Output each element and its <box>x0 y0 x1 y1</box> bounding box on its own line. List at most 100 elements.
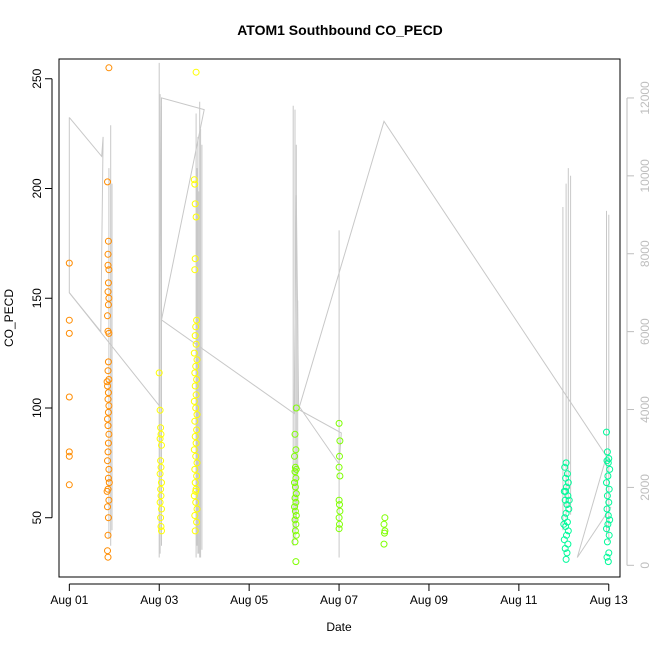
data-point <box>104 553 112 561</box>
data-point <box>193 316 201 324</box>
data-point <box>190 176 198 184</box>
data-point <box>336 520 343 528</box>
data-point <box>157 457 165 465</box>
data-point <box>291 516 299 524</box>
data-point <box>105 64 113 72</box>
data-point <box>292 498 300 506</box>
data-point <box>104 358 112 366</box>
data-point <box>603 553 611 561</box>
data-point <box>564 527 572 535</box>
data-point <box>606 465 614 473</box>
data-point <box>65 259 73 267</box>
data-point <box>191 369 199 377</box>
data-point <box>562 487 570 495</box>
data-point <box>560 536 568 544</box>
data-point <box>292 446 300 454</box>
y-tick-label: 100 <box>30 398 44 418</box>
data-point <box>192 340 200 348</box>
data-point <box>561 545 569 552</box>
y-axis-label: CO_PECD <box>2 289 16 347</box>
data-point <box>104 312 111 320</box>
data-point <box>105 465 113 473</box>
series-2 <box>291 404 389 566</box>
data-point <box>292 490 300 498</box>
data-point <box>193 356 201 364</box>
secondary-tick-label: 6000 <box>638 318 650 345</box>
data-point <box>605 498 613 506</box>
data-point <box>291 494 299 502</box>
data-point <box>191 465 199 473</box>
x-tick-label: Aug 05 <box>230 593 268 607</box>
data-point <box>104 448 112 456</box>
data-point <box>157 424 165 432</box>
data-point <box>336 452 343 460</box>
data-point <box>193 472 201 480</box>
data-point <box>193 459 201 467</box>
data-point <box>192 439 200 447</box>
data-point <box>604 558 612 566</box>
data-point <box>291 503 298 511</box>
data-point <box>156 406 164 414</box>
data-point <box>191 479 199 487</box>
data-point <box>605 485 613 493</box>
data-point <box>157 492 165 500</box>
data-point <box>155 369 163 377</box>
data-point <box>65 393 73 401</box>
data-point <box>564 540 572 548</box>
data-point <box>191 266 199 274</box>
x-tick-label: Aug 07 <box>320 593 358 607</box>
data-point <box>565 496 573 504</box>
data-point <box>336 507 344 515</box>
data-point <box>104 279 112 287</box>
data-point <box>603 479 610 487</box>
data-point <box>104 389 112 397</box>
data-point <box>291 507 299 515</box>
data-point <box>564 479 572 487</box>
data-point <box>193 426 201 434</box>
data-point <box>192 213 200 221</box>
data-point <box>191 200 199 208</box>
data-point <box>192 362 200 370</box>
secondary-tick-label: 4000 <box>638 396 650 423</box>
data-point <box>191 255 199 263</box>
data-point <box>158 505 165 513</box>
data-point <box>292 520 300 528</box>
data-point <box>105 376 113 383</box>
secondary-tick-label: 12000 <box>638 81 650 115</box>
data-point <box>604 520 612 528</box>
data-point <box>105 329 113 337</box>
series-0 <box>65 64 113 561</box>
altitude-line-0 <box>68 117 104 333</box>
data-point <box>192 323 200 331</box>
data-point <box>605 531 613 539</box>
data-point <box>563 518 571 526</box>
x-axis-label: Date <box>326 620 352 634</box>
data-point <box>192 498 200 506</box>
y-axis: 50 100 150 200 250 <box>30 68 53 524</box>
data-point <box>65 329 73 337</box>
data-point <box>191 417 199 425</box>
data-point <box>190 492 198 500</box>
data-point <box>336 437 344 445</box>
data-point <box>104 301 112 309</box>
data-point <box>104 237 112 245</box>
data-point <box>104 422 112 430</box>
data-point <box>192 452 200 460</box>
data-point <box>561 496 569 504</box>
data-point <box>105 479 113 487</box>
x-tick-label: Aug 09 <box>410 593 448 607</box>
data-point <box>191 512 199 519</box>
data-point <box>104 474 112 482</box>
data-point <box>104 250 112 258</box>
data-point <box>191 332 199 340</box>
data-point <box>291 483 299 491</box>
data-point <box>560 520 568 528</box>
data-point <box>190 446 198 454</box>
altitude-line-1 <box>68 97 612 558</box>
data-point <box>191 527 199 535</box>
data-point <box>190 349 198 357</box>
data-point <box>606 516 614 524</box>
data-point <box>603 428 610 436</box>
data-point <box>65 448 73 456</box>
data-point <box>605 455 613 462</box>
